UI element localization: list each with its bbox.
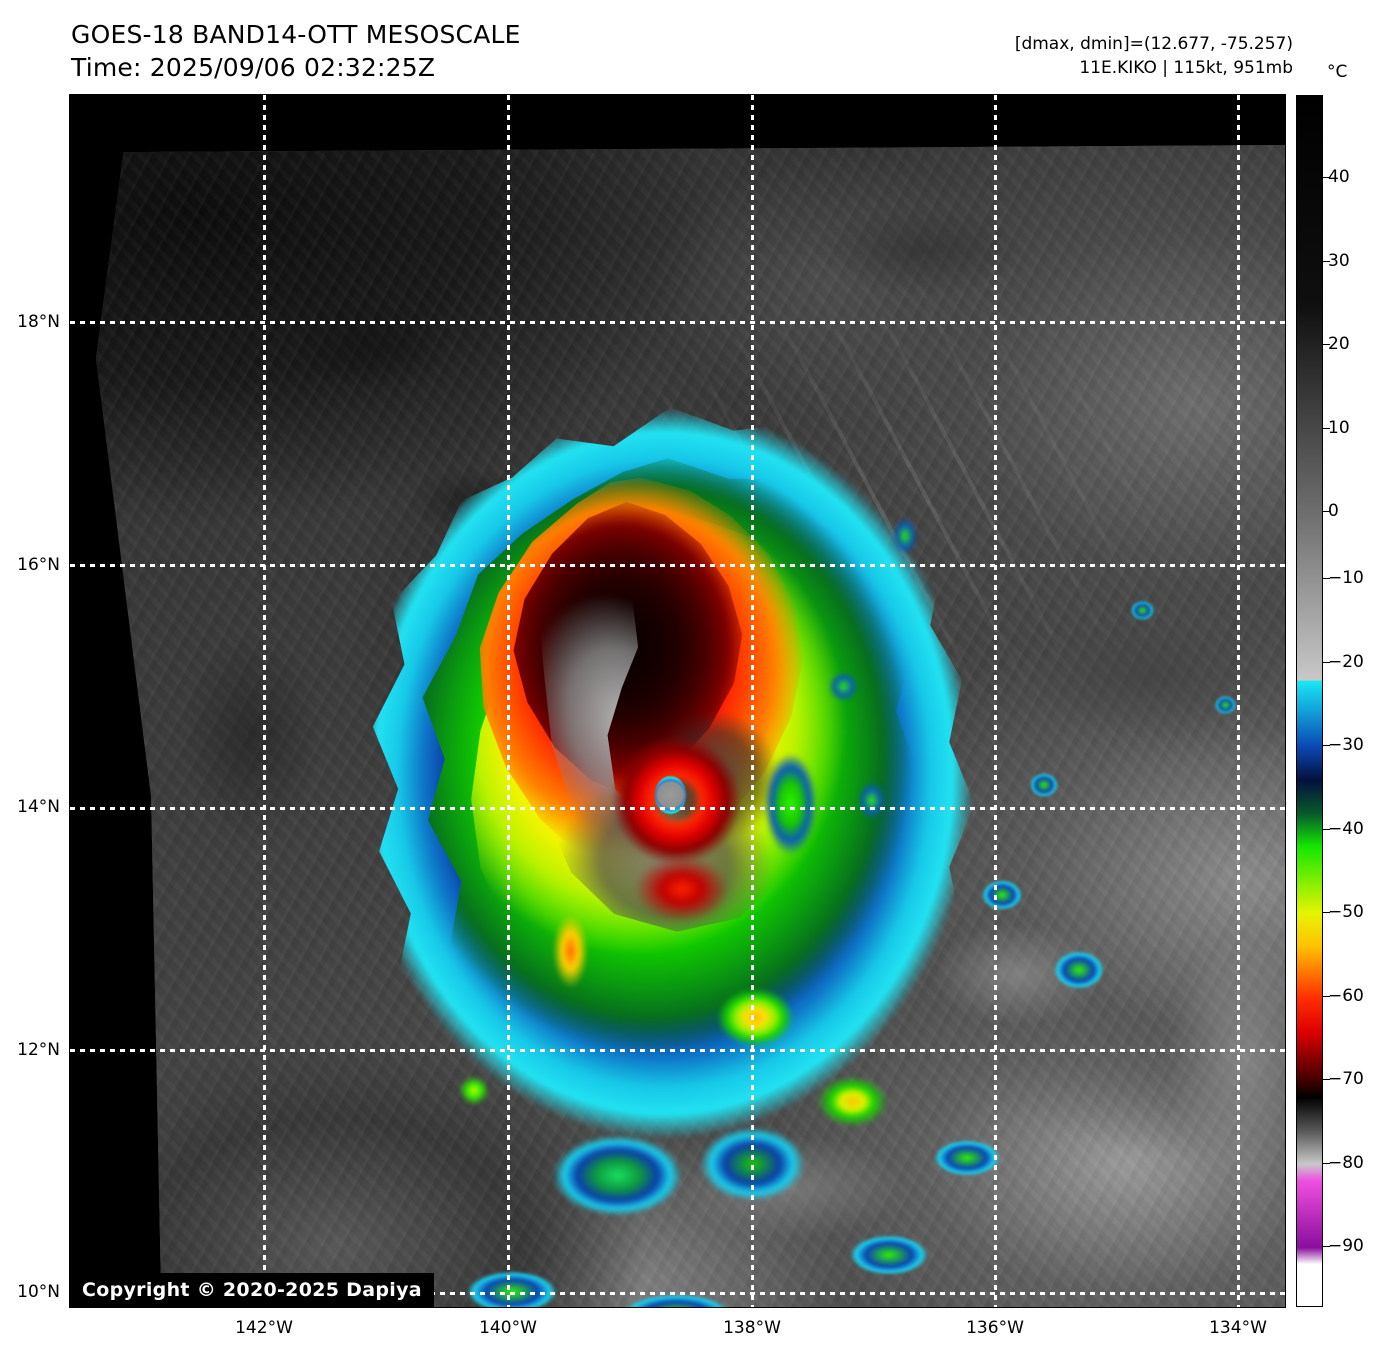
rainband-cell	[893, 517, 917, 555]
rainband-cell	[553, 1134, 683, 1216]
colorbar-tick-mark	[1323, 261, 1330, 262]
gridline-vertical	[751, 95, 754, 1307]
colorbar-tick: 0	[1328, 501, 1339, 521]
page-title: GOES-18 BAND14-OTT MESOSCALE	[71, 20, 521, 49]
gridline-horizontal	[70, 1292, 1285, 1295]
y-axis-tick: 12°N	[17, 1040, 60, 1060]
colorbar-tick-mark	[1323, 511, 1330, 512]
colorbar-tick: −90	[1328, 1236, 1364, 1256]
gridline-horizontal	[70, 564, 1285, 567]
colorbar-tick: −20	[1328, 652, 1364, 672]
convective-cell	[981, 879, 1023, 911]
colorbar-tick: 20	[1328, 334, 1350, 354]
colorbar-tick: −10	[1328, 568, 1364, 588]
rainband-cell	[553, 914, 589, 988]
rainband-cell	[635, 855, 730, 922]
colorbar-tick-mark	[1323, 912, 1330, 913]
copyright-label: Copyright © 2020-2025 Dapiya	[70, 1273, 434, 1307]
gridline-horizontal	[70, 321, 1285, 324]
storm-info-label: 11E.KIKO | 115kt, 951mb	[1079, 58, 1293, 78]
convective-cell	[933, 1140, 1000, 1176]
colorbar-tick-mark	[1323, 177, 1330, 178]
x-axis-tick: 138°W	[723, 1318, 781, 1338]
convective-cell	[1131, 601, 1155, 621]
convective-cell	[1053, 950, 1104, 989]
colorbar-tick-mark	[1323, 996, 1330, 997]
timestamp-label: Time: 2025/09/06 02:32:25Z	[71, 53, 436, 82]
colorbar-tick: −60	[1328, 986, 1364, 1006]
colorbar-tick-mark	[1323, 344, 1330, 345]
gridline-vertical	[507, 95, 510, 1307]
gridline-vertical	[1237, 95, 1240, 1307]
satellite-image-plot	[70, 95, 1285, 1307]
colorbar-tick: −50	[1328, 902, 1364, 922]
y-axis-tick: 14°N	[17, 797, 60, 817]
gridline-vertical	[994, 95, 997, 1307]
y-axis-tick: 10°N	[17, 1282, 60, 1302]
rainband-cell	[764, 752, 818, 856]
gridline-vertical	[263, 95, 266, 1307]
y-axis-tick: 18°N	[17, 312, 60, 332]
colorbar-gradient	[1297, 96, 1322, 1306]
hurricane-kiko	[372, 407, 975, 1216]
colorbar-tick: −40	[1328, 819, 1364, 839]
header-title-block: GOES-18 BAND14-OTT MESOSCALE Time: 2025/…	[71, 18, 521, 84]
header-metadata-block: [dmax, dmin]=(12.677, -75.257) 11E.KIKO …	[1015, 32, 1293, 80]
colorbar-tick: 10	[1328, 418, 1350, 438]
colorbar-tick-mark	[1323, 662, 1330, 663]
rainband-cell	[858, 782, 885, 819]
x-axis-tick: 136°W	[966, 1318, 1024, 1338]
convective-cell	[467, 1270, 557, 1307]
rainband-cell	[717, 987, 794, 1047]
colorbar-tick-mark	[1323, 1163, 1330, 1164]
colorbar-tick-mark	[1323, 578, 1330, 579]
gridline-horizontal	[70, 807, 1285, 810]
colorbar	[1296, 95, 1323, 1307]
rainband-cell	[828, 671, 859, 702]
x-axis-tick: 134°W	[1209, 1318, 1267, 1338]
colorbar-tick: −70	[1328, 1069, 1364, 1089]
gridline-horizontal	[70, 1049, 1285, 1052]
y-axis-tick: 16°N	[17, 555, 60, 575]
colorbar-tick: −30	[1328, 735, 1364, 755]
colorbar-tick-mark	[1323, 829, 1330, 830]
x-axis-tick: 140°W	[479, 1318, 537, 1338]
rainband-cell	[817, 1075, 888, 1128]
convective-cell	[850, 1235, 928, 1276]
convective-cell	[622, 1294, 731, 1307]
convective-cell	[1029, 773, 1059, 797]
rainband-cell	[459, 1075, 489, 1106]
colorbar-tick-mark	[1323, 428, 1330, 429]
colorbar-unit-label: °C	[1327, 62, 1348, 82]
colorbar-tick-mark	[1323, 1079, 1330, 1080]
colorbar-tick-mark	[1323, 745, 1330, 746]
colorbar-tick: 30	[1328, 251, 1350, 271]
convective-cell	[1215, 696, 1236, 714]
x-axis-tick: 142°W	[235, 1318, 293, 1338]
colorbar-tick-mark	[1323, 1246, 1330, 1247]
colorbar-tick: −80	[1328, 1153, 1364, 1173]
satellite-data-swath	[96, 145, 1285, 1307]
colorbar-tick: 40	[1328, 167, 1350, 187]
dmax-dmin-label: [dmax, dmin]=(12.677, -75.257)	[1014, 34, 1293, 54]
